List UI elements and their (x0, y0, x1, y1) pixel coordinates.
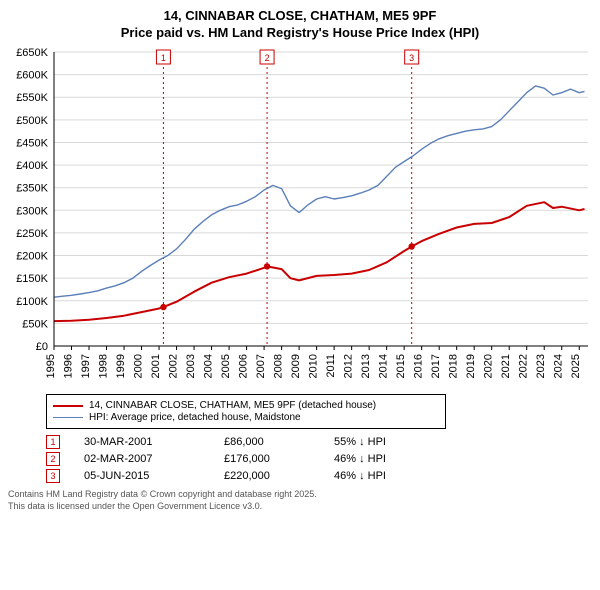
svg-text:£400K: £400K (16, 160, 48, 172)
svg-text:2010: 2010 (308, 354, 320, 378)
legend-item: 14, CINNABAR CLOSE, CHATHAM, ME5 9PF (de… (53, 400, 439, 411)
svg-text:£200K: £200K (16, 251, 48, 263)
svg-text:2009: 2009 (290, 354, 302, 378)
svg-text:£450K: £450K (16, 137, 48, 149)
svg-text:1995: 1995 (45, 354, 57, 378)
svg-text:2003: 2003 (185, 354, 197, 378)
sale-diff: 46% ↓ HPI (334, 453, 454, 465)
sales-table: 1 30-MAR-2001£86,00055% ↓ HPI 2 02-MAR-2007… (46, 435, 592, 483)
svg-text:£150K: £150K (16, 273, 48, 285)
sale-row: 3 05-JUN-2015£220,00046% ↓ HPI (46, 469, 592, 483)
svg-text:2011: 2011 (325, 354, 337, 378)
svg-text:2007: 2007 (255, 354, 267, 378)
chart-container: £0 £50K £100K £150K £200K £250K £300K £350K £400… (8, 46, 592, 386)
svg-text:2021: 2021 (500, 354, 512, 378)
svg-text:1996: 1996 (63, 354, 75, 378)
sale-marker-badge: 3 (46, 469, 60, 483)
svg-text:£100K: £100K (16, 296, 48, 308)
svg-text:£300K: £300K (16, 205, 48, 217)
chart-title-block: 14, CINNABAR CLOSE, CHATHAM, ME5 9PF Pri… (8, 8, 592, 40)
legend-swatch (53, 417, 83, 418)
svg-text:2002: 2002 (168, 354, 180, 378)
svg-text:2: 2 (265, 53, 270, 63)
sale-date: 05-JUN-2015 (84, 470, 224, 482)
svg-text:1999: 1999 (115, 354, 127, 378)
sale-row: 1 30-MAR-2001£86,00055% ↓ HPI (46, 435, 592, 449)
sale-marker-badge: 1 (46, 435, 60, 449)
sale-price: £220,000 (224, 470, 334, 482)
svg-text:2020: 2020 (483, 354, 495, 378)
svg-text:2019: 2019 (465, 354, 477, 378)
footer-attribution: Contains HM Land Registry data © Crown c… (8, 489, 592, 512)
svg-text:1998: 1998 (98, 354, 110, 378)
svg-text:2016: 2016 (413, 354, 425, 378)
svg-text:2012: 2012 (343, 354, 355, 378)
svg-text:2000: 2000 (133, 354, 145, 378)
title-line1: 14, CINNABAR CLOSE, CHATHAM, ME5 9PF (8, 8, 592, 23)
sale-price: £176,000 (224, 453, 334, 465)
svg-text:£0: £0 (36, 341, 48, 353)
svg-text:2018: 2018 (448, 354, 460, 378)
svg-text:2006: 2006 (238, 354, 250, 378)
title-line2: Price paid vs. HM Land Registry's House … (8, 25, 592, 40)
svg-text:2025: 2025 (570, 354, 582, 378)
svg-text:£350K: £350K (16, 183, 48, 195)
svg-text:2013: 2013 (360, 354, 372, 378)
svg-text:2015: 2015 (395, 354, 407, 378)
svg-text:2022: 2022 (518, 354, 530, 378)
svg-text:£250K: £250K (16, 228, 48, 240)
svg-text:3: 3 (409, 53, 414, 63)
sale-date: 30-MAR-2001 (84, 436, 224, 448)
svg-text:1997: 1997 (80, 354, 92, 378)
sale-price: £86,000 (224, 436, 334, 448)
legend-label: HPI: Average price, detached house, Maid… (89, 412, 301, 423)
sale-row: 2 02-MAR-2007£176,00046% ↓ HPI (46, 452, 592, 466)
sale-diff: 55% ↓ HPI (334, 436, 454, 448)
svg-text:£650K: £650K (16, 47, 48, 59)
svg-text:2024: 2024 (553, 354, 565, 378)
footer-line1: Contains HM Land Registry data © Crown c… (8, 489, 592, 501)
legend: 14, CINNABAR CLOSE, CHATHAM, ME5 9PF (de… (46, 394, 446, 429)
legend-label: 14, CINNABAR CLOSE, CHATHAM, ME5 9PF (de… (89, 400, 376, 411)
legend-item: HPI: Average price, detached house, Maid… (53, 412, 439, 423)
svg-text:2014: 2014 (378, 354, 390, 378)
svg-text:£500K: £500K (16, 115, 48, 127)
svg-text:2001: 2001 (150, 354, 162, 378)
footer-line2: This data is licensed under the Open Gov… (8, 501, 592, 513)
sale-date: 02-MAR-2007 (84, 453, 224, 465)
price-line-chart: £0 £50K £100K £150K £200K £250K £300K £350K £400… (8, 46, 592, 386)
legend-swatch (53, 405, 83, 407)
svg-text:£50K: £50K (22, 318, 48, 330)
svg-text:2017: 2017 (430, 354, 442, 378)
sale-diff: 46% ↓ HPI (334, 470, 454, 482)
svg-text:1: 1 (161, 53, 166, 63)
svg-text:2023: 2023 (535, 354, 547, 378)
svg-text:2008: 2008 (273, 354, 285, 378)
svg-text:£550K: £550K (16, 92, 48, 104)
svg-text:2005: 2005 (220, 354, 232, 378)
svg-text:£600K: £600K (16, 70, 48, 82)
sale-marker-badge: 2 (46, 452, 60, 466)
svg-text:2004: 2004 (203, 354, 215, 378)
